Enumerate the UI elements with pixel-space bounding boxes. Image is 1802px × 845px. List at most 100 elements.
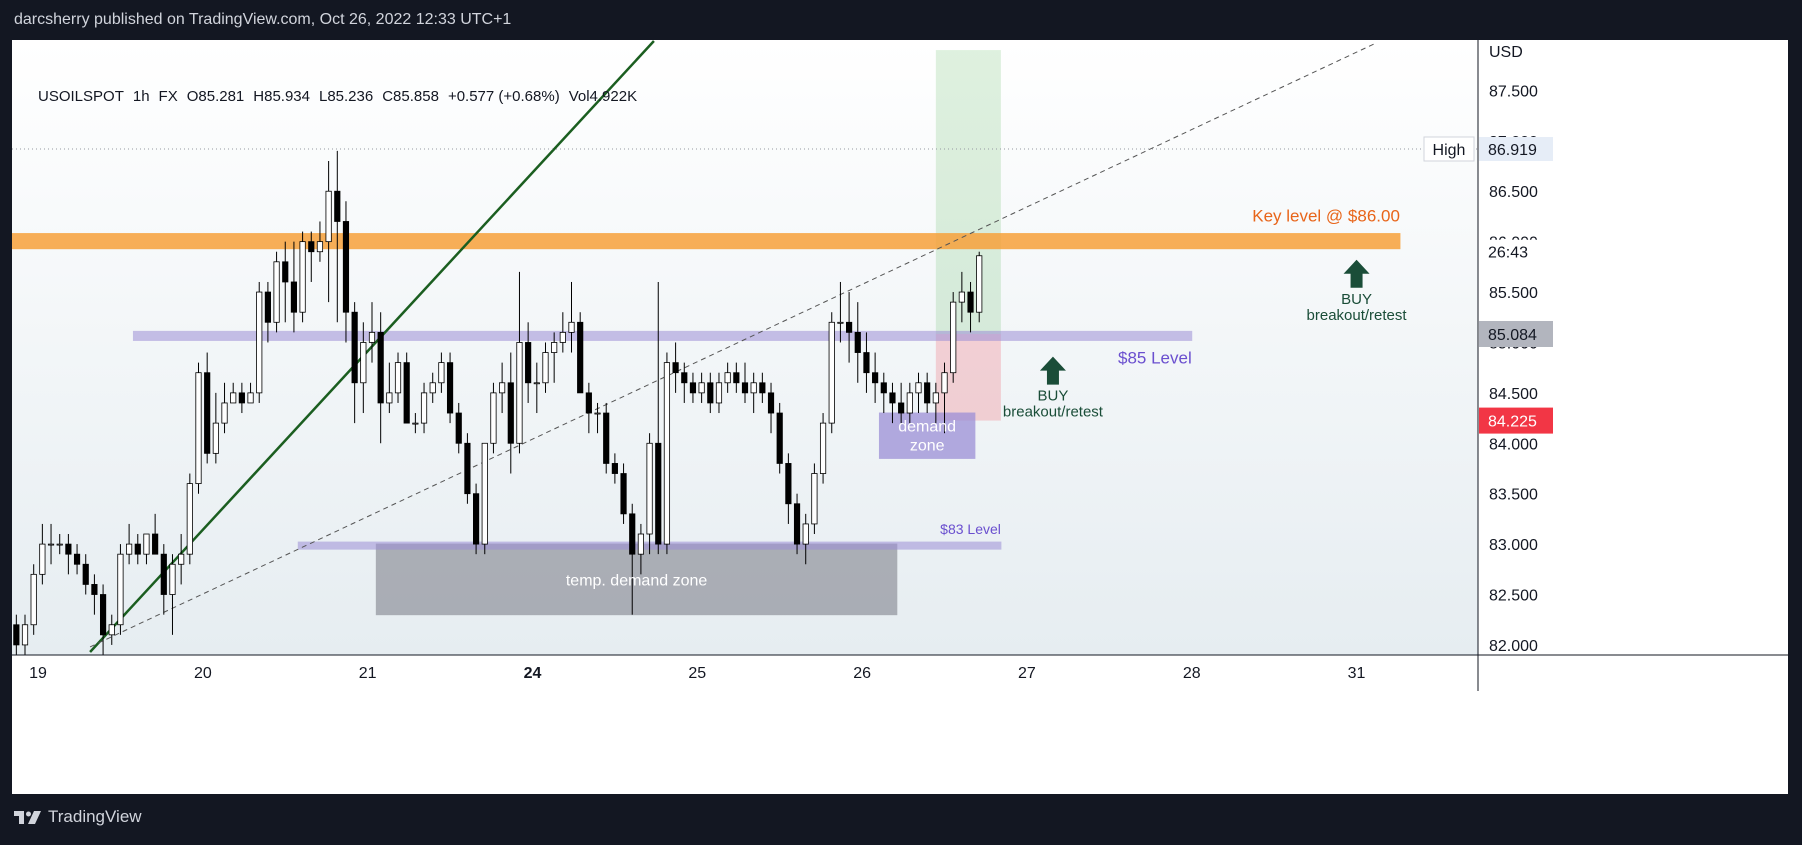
x-tick-1: 20 [194, 665, 212, 682]
demand-zone-1 [878, 412, 976, 459]
ohlc-low: L85.236 [318, 88, 374, 105]
candle-body-16 [152, 533, 159, 555]
candle-body-3 [39, 543, 46, 575]
candle-body-21 [195, 372, 202, 485]
y-tick-0: 82.000 [1489, 638, 1538, 655]
candle-body-68 [603, 412, 610, 464]
candle-body-19 [178, 553, 185, 565]
candle-body-32 [290, 281, 298, 313]
candle-body-34 [308, 241, 315, 253]
candle-body-105 [924, 382, 931, 404]
candle-body-60 [533, 382, 540, 385]
candle-body-5 [56, 543, 63, 546]
y-tick-1: 82.500 [1489, 588, 1538, 605]
level-band-1 [132, 330, 1193, 341]
candle-body-43 [386, 392, 393, 404]
currency-label: USD [1489, 44, 1523, 61]
candle-body-72 [637, 533, 644, 555]
chart-svg[interactable]: temp. demand zone demand zone Key level @ $… [12, 40, 1788, 794]
candle-body-48 [429, 382, 436, 394]
candle-body-82 [724, 372, 731, 384]
candle-body-57 [507, 382, 514, 444]
candle-body-39 [351, 311, 358, 384]
tradingview-logo[interactable]: TradingView [14, 807, 142, 827]
candle-body-98 [863, 352, 870, 374]
candle-body-70 [620, 473, 627, 515]
tradingview-logo-icon [14, 811, 41, 824]
candle-body-44 [394, 362, 402, 394]
candle-body-62 [551, 342, 558, 353]
footer: TradingView [0, 795, 1802, 845]
position-target-zone [935, 50, 1001, 334]
candle-body-53 [472, 493, 480, 545]
candle-body-90 [793, 503, 801, 545]
y-tick-4: 84.000 [1489, 436, 1538, 453]
candle-body-83 [733, 372, 740, 384]
candle-body-110 [967, 291, 974, 313]
candle-body-88 [776, 412, 783, 464]
candle-body-51 [455, 412, 462, 444]
high-badge-box [1423, 136, 1475, 162]
y-tick-9: 86.500 [1489, 184, 1538, 201]
candle-body-58 [516, 342, 523, 444]
buy-label-0-line-0: BUY [1341, 291, 1372, 308]
countdown-label: 26:43 [1488, 245, 1528, 262]
exchange: FX [158, 88, 178, 105]
x-tick-8: 31 [1348, 665, 1366, 682]
candle-body-4 [47, 543, 55, 546]
candle-body-84 [741, 382, 749, 394]
candle-body-26 [238, 392, 245, 404]
candle-body-49 [438, 362, 445, 384]
candle-body-35 [316, 241, 324, 253]
buy-label-0-line-1: breakout/retest [1307, 307, 1408, 324]
candle-body-22 [204, 372, 211, 454]
candle-body-103 [906, 392, 913, 414]
candle-body-23 [212, 422, 219, 454]
symbol-legend: USOILSPOT 1h FX O85.281 H85.934 L85.236 C85.85… [38, 88, 646, 105]
x-tick-0: 19 [29, 665, 47, 682]
y-tick-2: 83.000 [1489, 537, 1538, 554]
candle-body-0 [13, 624, 20, 646]
candle-body-64 [568, 321, 575, 333]
countdown-box [1479, 239, 1553, 264]
candle-body-63 [559, 331, 566, 343]
candle-body-65 [577, 321, 584, 394]
zone-label-0: temp. demand zone [566, 572, 708, 589]
candle-body-36 [325, 190, 332, 243]
symbol-name[interactable]: USOILSPOT [38, 88, 124, 105]
ohlc-high: H85.934 [253, 88, 310, 105]
candle-body-40 [360, 342, 367, 384]
candle-body-101 [889, 392, 896, 404]
candle-body-14 [134, 543, 141, 555]
key-level-label: Key level @ $86.00 [1252, 207, 1400, 226]
candle-body-17 [160, 553, 167, 595]
candle-body-20 [186, 483, 193, 555]
candle-body-86 [759, 382, 766, 394]
high-value-box [1479, 136, 1553, 161]
candle-body-56 [499, 382, 506, 394]
zone-label-1-line-0: demand [898, 419, 956, 436]
candle-body-31 [282, 261, 289, 283]
candle-body-50 [446, 362, 454, 414]
candle-body-25 [230, 392, 237, 404]
y-tick-3: 83.500 [1489, 487, 1538, 504]
candle-body-73 [646, 442, 653, 535]
candle-body-37 [334, 190, 341, 222]
candle-body-61 [542, 352, 549, 384]
candle-body-8 [82, 563, 89, 585]
candle-body-41 [368, 331, 376, 343]
candle-body-1 [21, 624, 29, 646]
chart-frame: temp. demand zone demand zone Key level @ $… [12, 40, 1788, 794]
candle-body-77 [681, 372, 688, 384]
timeframe[interactable]: 1h [132, 88, 150, 105]
candle-body-45 [403, 362, 410, 424]
candle-body-71 [629, 513, 636, 555]
candle-body-2 [30, 573, 37, 626]
tradingview-brand: TradingView [48, 807, 142, 826]
candle-body-76 [672, 362, 679, 374]
candle-body-7 [73, 553, 81, 565]
level-83-label: $83 Level [940, 521, 1001, 537]
candle-body-94 [828, 321, 835, 424]
candle-body-28 [256, 291, 263, 394]
candle-body-6 [65, 543, 72, 555]
